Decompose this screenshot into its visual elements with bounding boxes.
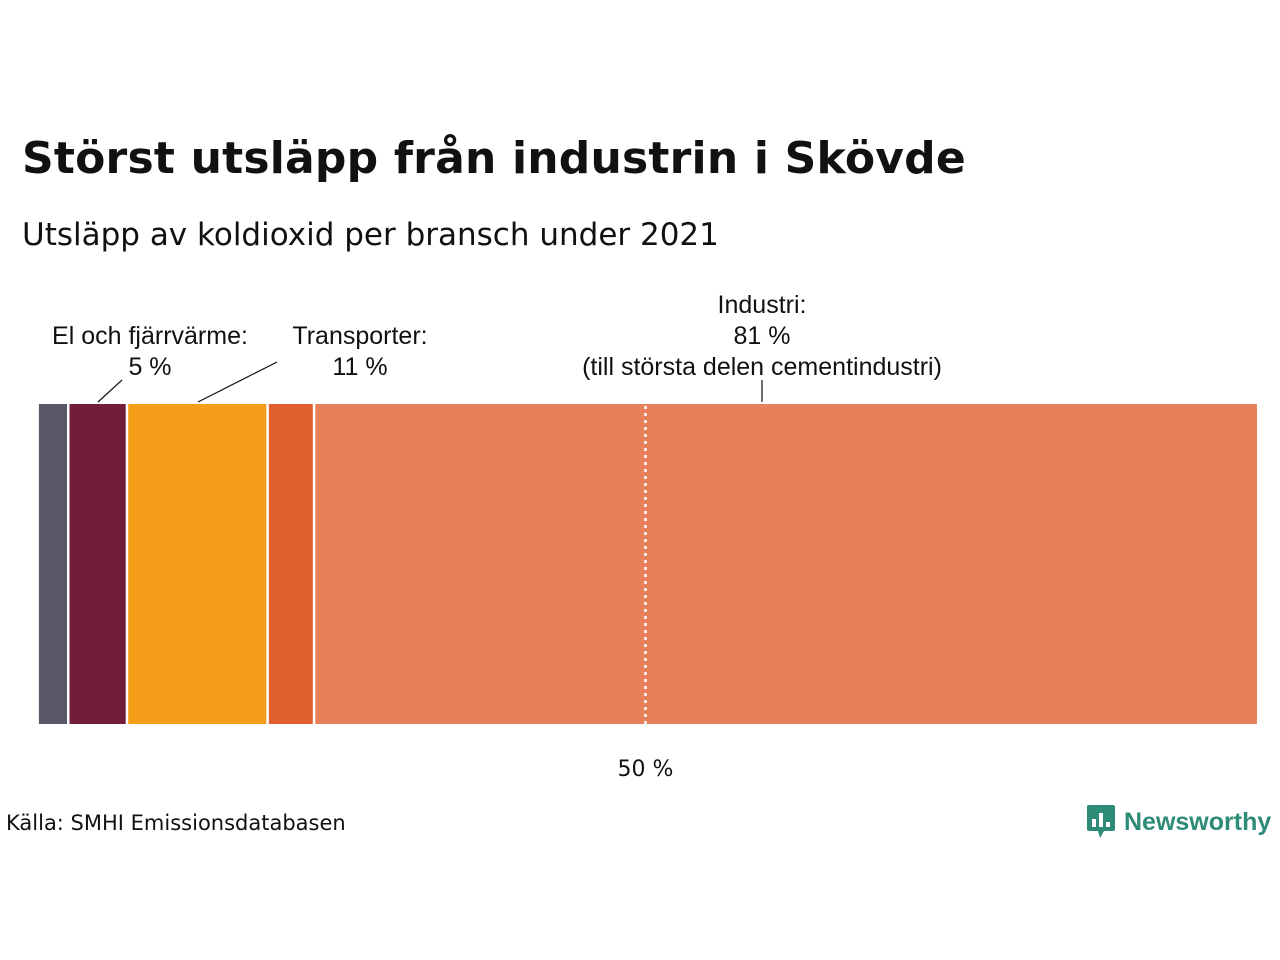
reference-line-label: 50 % [618, 757, 674, 782]
source-note: Källa: SMHI Emissionsdatabasen [6, 811, 346, 835]
chart-title: Störst utsläpp från industrin i Skövde [22, 133, 966, 184]
annotation-1-leader [197, 361, 278, 403]
annotation-2-line-0: Industri: [718, 291, 807, 319]
annotation-2-line-1: 81 % [734, 322, 791, 350]
annotation-0-line-1: 5 % [128, 353, 171, 381]
chart-subtitle: Utsläpp av koldioxid per bransch under 2… [22, 217, 719, 253]
annotation-1-line-0: Transporter: [292, 322, 427, 350]
bar-segment-2 [68, 404, 127, 724]
bar-segment-3 [126, 404, 268, 724]
brand-logo: Newsworthy [1086, 804, 1271, 840]
annotation-0-line-0: El och fjärrvärme: [52, 322, 248, 350]
bar-segment-0 [34, 404, 38, 724]
brand-name: Newsworthy [1124, 807, 1272, 836]
bar-segment-5 [314, 404, 1257, 724]
annotation-2-line-2: (till största delen cementindustri) [582, 353, 942, 381]
bar-segment-1 [37, 404, 69, 724]
bar-chart-speech-bubble-icon [1087, 805, 1115, 838]
annotation-1-line-1: 11 % [332, 353, 387, 381]
annotation-0-leader [97, 379, 123, 403]
bar-segment-4 [267, 404, 315, 724]
